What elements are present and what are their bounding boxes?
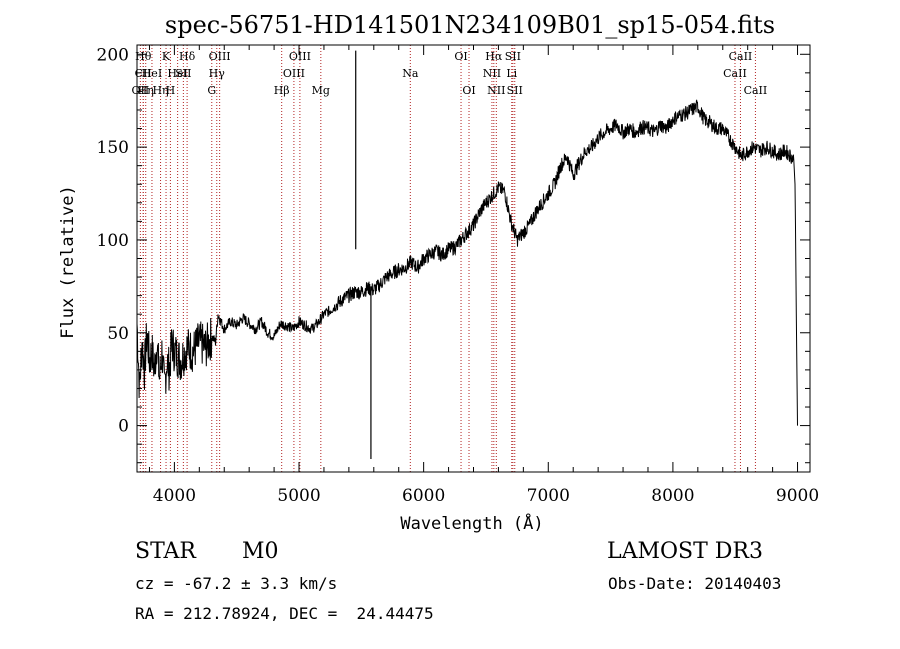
object-class: STAR [135, 539, 196, 564]
line-marker-label: CaII [744, 84, 768, 97]
line-marker-label: OIII [289, 50, 311, 63]
line-marker-label: Hβ [274, 84, 290, 97]
line-marker-label: Na [402, 67, 419, 80]
line-marker-label: HeI [167, 67, 187, 80]
y-tick-label: 50 [107, 324, 129, 344]
line-label-group: OIIHθCIIHηHeIHηKHHeISIIHδGHγOIIIHβOIIIOI… [132, 50, 768, 97]
y-axis-ticks: 0 50 100 150 200 [97, 45, 810, 464]
x-tick-label: 5000 [277, 486, 320, 506]
line-marker-label: K [162, 50, 171, 63]
x-tick-label: 7000 [527, 486, 570, 506]
velocity-readout: cz = -67.2 ± 3.3 km/s [135, 574, 338, 593]
line-marker-label: Hη [152, 84, 168, 97]
coordinates-readout: RA = 212.78924, DEC = 24.44475 [135, 604, 434, 623]
spectrum-line [136, 99, 798, 426]
line-marker-label: SII [505, 50, 521, 63]
line-marker-label: Mg [312, 84, 330, 97]
y-tick-label: 0 [118, 417, 129, 437]
line-marker-label: OIII [283, 67, 305, 80]
line-marker-label: Hη [138, 84, 154, 97]
plot-frame [136, 44, 811, 473]
chart-title: spec-56751-HD141501N234109B01_sp15-054.f… [165, 11, 775, 39]
x-axis-label: Wavelength (Å) [400, 512, 543, 534]
line-marker-label: G [207, 84, 216, 97]
y-tick-label: 200 [97, 45, 129, 65]
object-subclass: M0 [242, 539, 279, 564]
survey-name: LAMOST DR3 [607, 539, 763, 564]
x-tick-label: 4000 [153, 486, 196, 506]
y-axis-label: Flux (relative) [58, 185, 78, 339]
line-marker-label: Hγ [209, 67, 226, 80]
line-marker-label: Li [506, 67, 517, 80]
line-marker-label: CaII [723, 67, 747, 80]
line-marker-label: SII [507, 84, 523, 97]
x-tick-label: 6000 [402, 486, 445, 506]
x-tick-label: 8000 [651, 486, 694, 506]
spike-group [355, 50, 372, 460]
line-marker-label: NII [483, 67, 501, 80]
line-marker-label: NII [487, 84, 505, 97]
line-marker-label: OI [454, 50, 467, 63]
line-marker-label: OI [462, 84, 475, 97]
line-marker-label: Hα [485, 50, 503, 63]
y-tick-label: 150 [97, 138, 129, 158]
line-marker-label: Hδ [179, 50, 196, 63]
line-marker-label: SII [175, 67, 191, 80]
line-marker-label: H [166, 84, 176, 97]
line-marker-label: HeI [142, 67, 162, 80]
y-tick-label: 100 [97, 231, 129, 251]
line-marker-label: OIII [209, 50, 231, 63]
x-tick-label: 9000 [776, 486, 819, 506]
line-marker-label: Hθ [135, 50, 152, 63]
line-marker-label: CaII [729, 50, 753, 63]
x-axis-ticks: 4000 5000 6000 7000 8000 9000 [148, 45, 819, 506]
line-marker-group [139, 45, 756, 472]
line-marker-label: CII [135, 67, 152, 80]
obs-date: Obs-Date: 20140403 [608, 574, 782, 593]
line-marker-label: OII [132, 84, 150, 97]
